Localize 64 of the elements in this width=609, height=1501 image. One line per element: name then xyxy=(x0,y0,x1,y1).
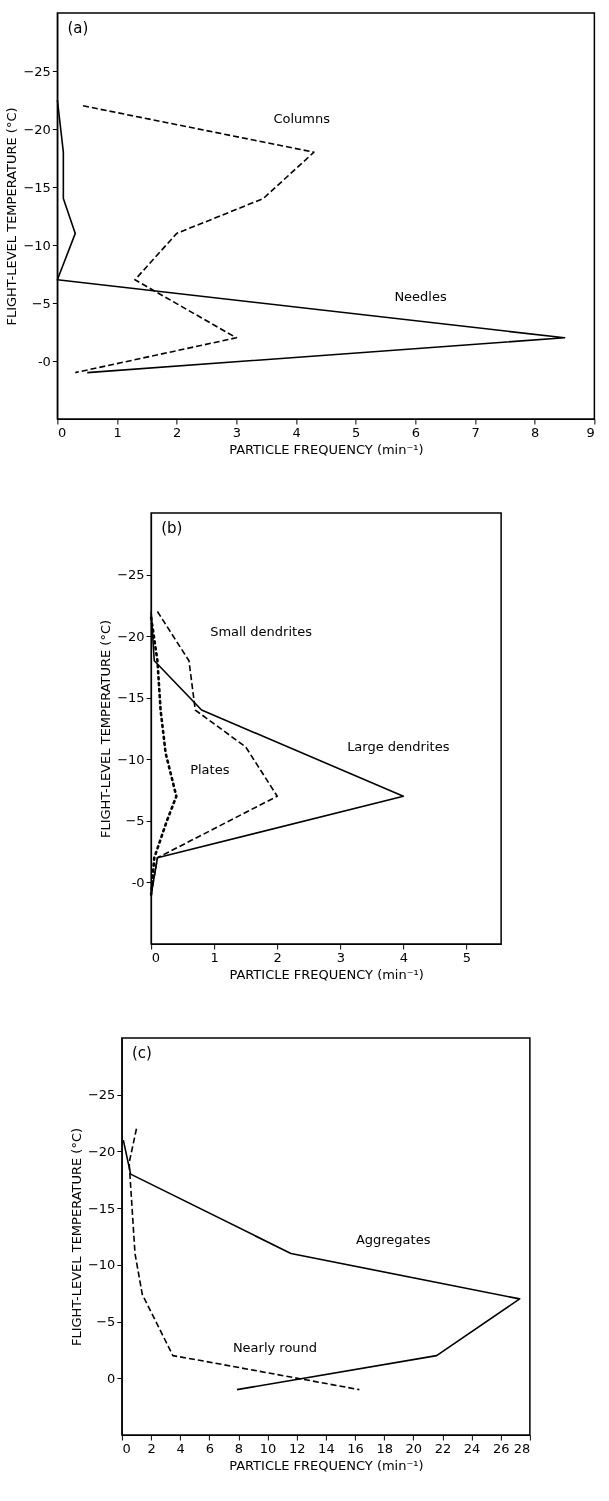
text: Small dendrites xyxy=(210,624,313,639)
chart-title: (b) xyxy=(161,519,183,537)
x-axis-title: PARTICLE FREQUENCY (min⁻¹) xyxy=(229,441,424,457)
y-tick-label: −20 xyxy=(87,1143,116,1159)
x-tick-label: 12 xyxy=(288,1440,306,1456)
y-tick-label: −10 xyxy=(23,237,51,253)
x-tick-label: 14 xyxy=(318,1440,335,1456)
x-tick-label: 1 xyxy=(210,949,219,965)
chart-title: (a) xyxy=(67,19,89,37)
x-tick-label: 18 xyxy=(376,1440,393,1456)
series-label: Nearly round xyxy=(232,1340,318,1355)
series-label: Aggregates xyxy=(355,1232,431,1247)
x-tick-label: 0 xyxy=(151,949,160,965)
y-tick-label: −5 xyxy=(125,813,145,829)
x-tick-label: 5 xyxy=(462,949,472,965)
x-tick-label: 0 xyxy=(57,424,67,440)
x-tick-label: 2 xyxy=(273,949,282,965)
y-tick-label: −20 xyxy=(23,121,51,137)
x-tick-label: 1 xyxy=(113,424,122,440)
x-tick-label: 8 xyxy=(531,424,540,440)
series-label: Columns xyxy=(273,111,331,126)
y-axis-title: FLIGHT-LEVEL TEMPERATURE (°C) xyxy=(4,107,20,326)
x-axis-title: PARTICLE FREQUENCY (min⁻¹) xyxy=(229,966,424,982)
x-tick-label: 8 xyxy=(234,1440,244,1456)
x-tick-label: 4 xyxy=(292,424,301,440)
series-label: Plates xyxy=(190,762,230,777)
x-tick-label: 16 xyxy=(347,1440,364,1456)
x-tick-label: 6 xyxy=(205,1440,214,1456)
series-label: Needles xyxy=(394,289,447,304)
y-tick-label: −10 xyxy=(87,1257,116,1273)
x-tick-label: 5 xyxy=(352,424,361,440)
x-tick-label: 4 xyxy=(176,1440,185,1456)
y-tick-label: -0 xyxy=(131,874,145,890)
y-tick-label: −10 xyxy=(117,751,145,767)
y-tick-label: 0 xyxy=(107,1370,116,1386)
chart-title: (c) xyxy=(131,1044,152,1062)
x-tick-label: 24 xyxy=(463,1440,481,1456)
x-tick-label: 7 xyxy=(471,424,480,440)
y-tick-label: −5 xyxy=(31,295,51,311)
y-axis-title: FLIGHT-LEVEL TEMPERATURE (°C) xyxy=(68,1127,84,1347)
series-label: Large dendrites xyxy=(347,739,450,754)
y-axis-title: FLIGHT-LEVEL TEMPERATURE (°C) xyxy=(98,619,114,839)
y-tick-label: −15 xyxy=(87,1200,116,1216)
x-tick-label: 3 xyxy=(336,949,345,965)
y-tick-label: −15 xyxy=(117,690,145,706)
x-tick-label: 26 xyxy=(492,1440,510,1456)
y-tick-label: −15 xyxy=(23,179,51,195)
y-tick-label: −20 xyxy=(117,628,145,644)
y-tick-label: −25 xyxy=(23,63,51,79)
y-tick-label: −25 xyxy=(117,567,145,583)
x-tick-label: 28 xyxy=(513,1440,531,1456)
x-axis-title: PARTICLE FREQUENCY (min⁻¹) xyxy=(229,1457,424,1473)
x-tick-label: 9 xyxy=(586,424,595,440)
y-tick-label: −25 xyxy=(87,1087,116,1103)
x-tick-label: 2 xyxy=(147,1440,156,1456)
y-tick-label: -0 xyxy=(37,353,51,369)
x-tick-label: 6 xyxy=(411,424,421,440)
x-tick-label: 2 xyxy=(173,424,182,440)
x-tick-label: 3 xyxy=(232,424,242,440)
x-tick-label: 10 xyxy=(259,1440,277,1456)
y-tick-label: −5 xyxy=(96,1314,116,1330)
x-tick-label: 22 xyxy=(434,1440,452,1456)
x-tick-label: 4 xyxy=(399,949,409,965)
x-tick-label: 20 xyxy=(405,1440,423,1456)
